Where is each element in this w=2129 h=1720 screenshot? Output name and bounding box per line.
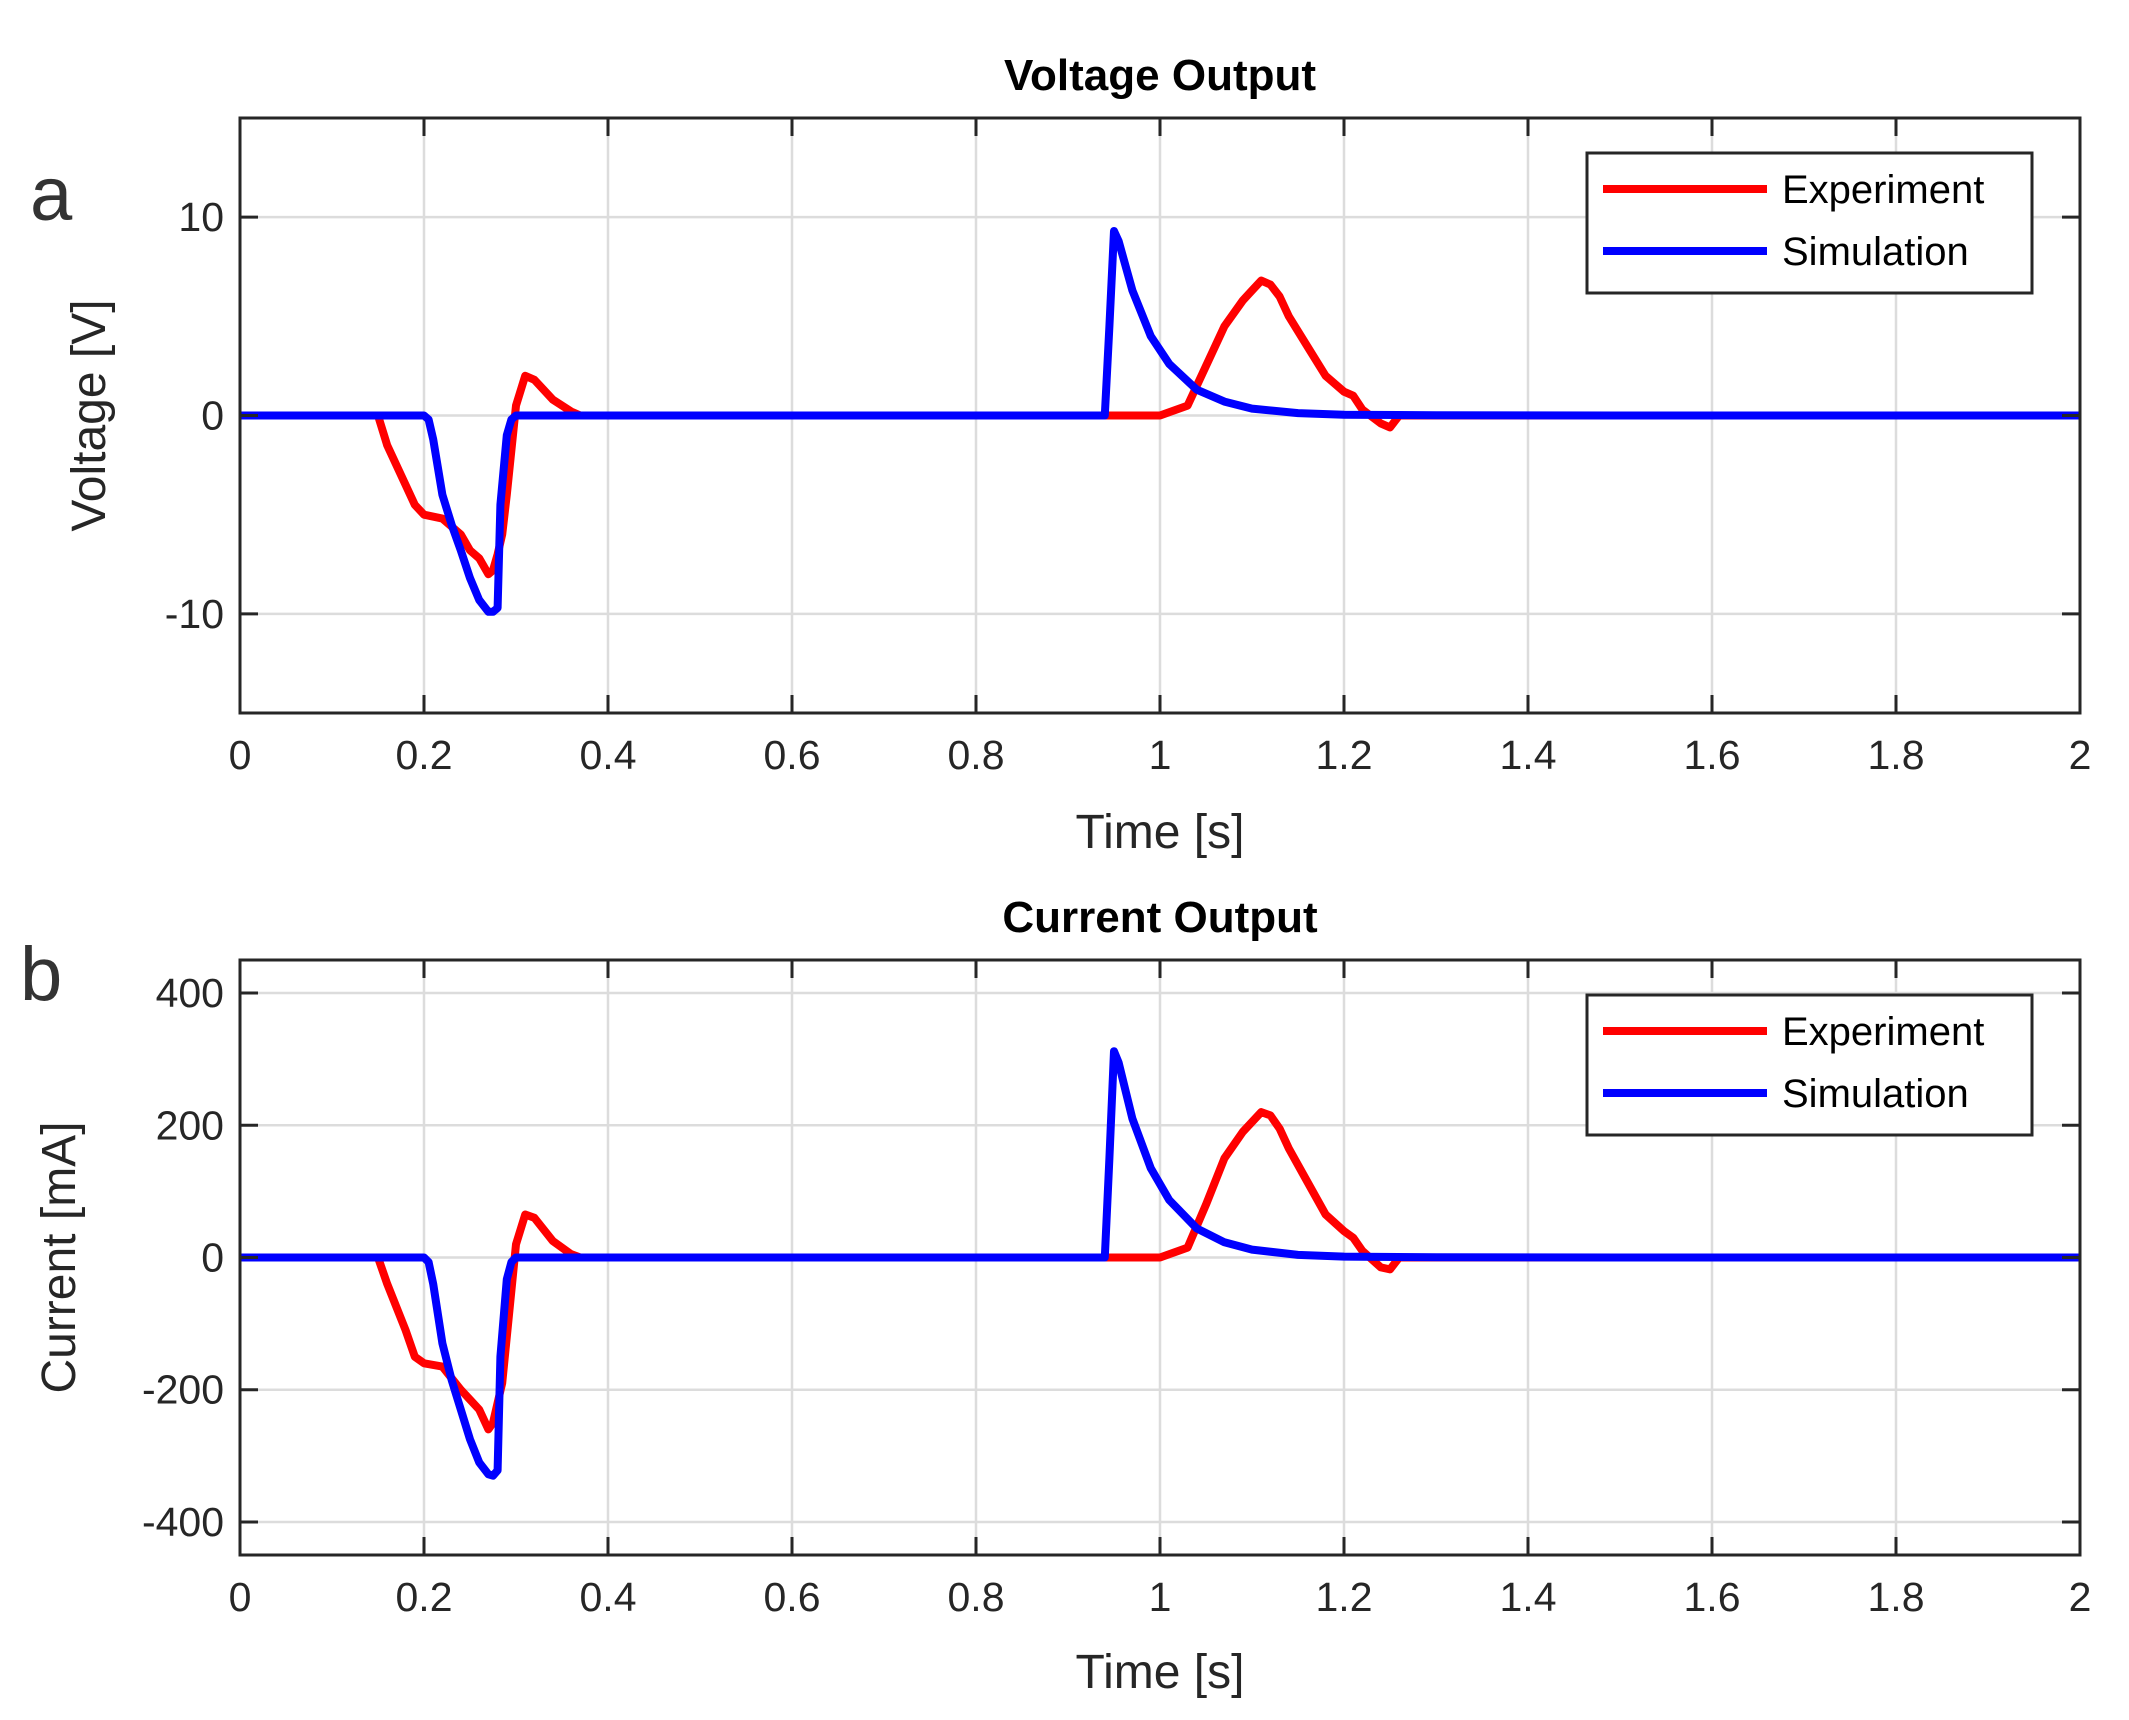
series-line-simulation [240,1047,2080,1480]
y-tick-label: -400 [142,1499,224,1545]
y-tick-label: 400 [156,970,224,1016]
legend-label: Experiment [1782,1010,1984,1054]
y-tick-label: 0 [201,393,224,439]
x-tick-label: 0.4 [580,732,637,778]
series-group [240,1047,2080,1480]
x-tick-label: 0.2 [396,732,453,778]
x-tick-label: 2 [2069,1574,2092,1620]
x-tick-label: 1.8 [1868,1574,1925,1620]
series-group [240,227,2080,616]
legend: Experiment Simulation [1585,151,2034,295]
x-tick-label: 0.4 [580,1574,637,1620]
y-tick-label: -200 [142,1367,224,1413]
y-tick-label: 10 [178,194,224,240]
legend-label: Simulation [1782,1072,1969,1116]
x-tick-label: 1 [1149,1574,1172,1620]
y-tick-label: 0 [201,1235,224,1281]
x-tick-label: 0.6 [764,1574,821,1620]
series-line-simulation [240,227,2080,616]
x-tick-label: 1.6 [1684,1574,1741,1620]
x-axis-label: Time [s] [1076,806,1245,859]
x-tick-label: 0.8 [948,1574,1005,1620]
y-tick-label: 200 [156,1102,224,1148]
x-tick-label: 0 [229,1574,252,1620]
y-axis-label: Current [mA] [33,1121,86,1393]
x-tick-label: 2 [2069,732,2092,778]
panel-letter: a [30,152,73,237]
x-tick-label: 1.4 [1500,1574,1557,1620]
panel-letter: b [20,932,62,1017]
x-tick-label: 1 [1149,732,1172,778]
chart-panel-a: 0 0.2 0.4 0.6 0.8 1 1.2 1.4 1.6 1.8 2 -10 0 10 Voltage… [30,51,2091,859]
y-tick-label: -10 [165,591,224,637]
x-tick-label: 0 [229,732,252,778]
x-tick-label: 0.2 [396,1574,453,1620]
x-tick-label: 0.6 [764,732,821,778]
chart-panel-b: 0 0.2 0.4 0.6 0.8 1 1.2 1.4 1.6 1.8 2 -400 -200 0 200 4… [20,893,2091,1699]
x-tick-label: 1.2 [1316,732,1373,778]
x-tick-label: 1.2 [1316,1574,1373,1620]
y-axis-label: Voltage [V] [63,299,116,531]
legend-label: Experiment [1782,168,1984,212]
chart-title: Voltage Output [1004,51,1316,100]
legend-box [1585,993,2034,1137]
legend-box [1585,151,2034,295]
x-tick-label: 1.6 [1684,732,1741,778]
chart-title: Current Output [1002,893,1318,942]
legend-label: Simulation [1782,230,1969,274]
panels: 0 0.2 0.4 0.6 0.8 1 1.2 1.4 1.6 1.8 2-10010Voltage… [20,51,2091,1699]
x-tick-label: 1.8 [1868,732,1925,778]
legend: Experiment Simulation [1585,993,2034,1137]
x-tick-label: 1.4 [1500,732,1557,778]
x-tick-label: 0.8 [948,732,1005,778]
x-axis-label: Time [s] [1076,1646,1245,1699]
